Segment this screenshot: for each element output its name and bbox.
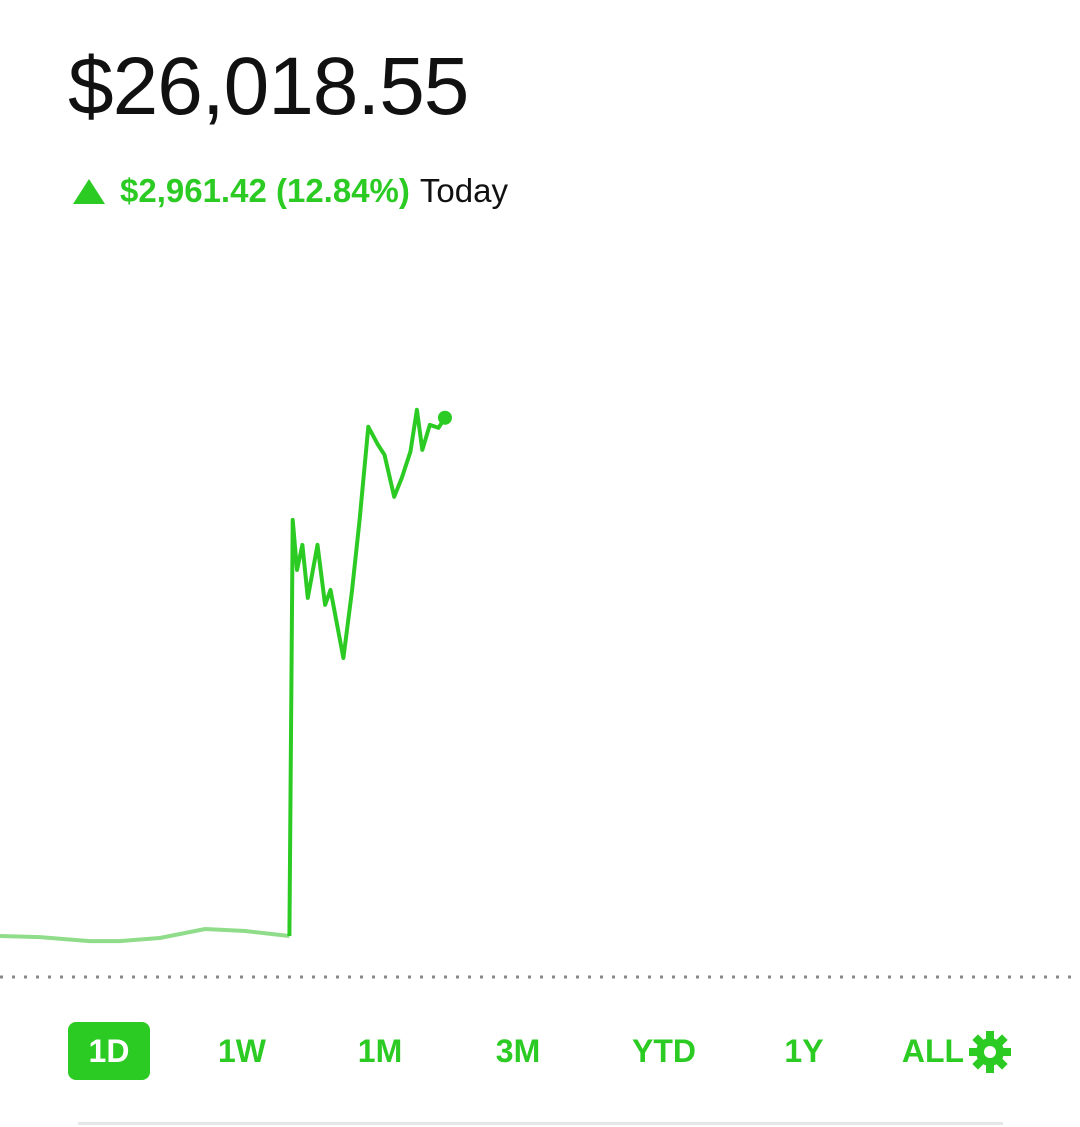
chart <box>0 407 1080 979</box>
up-arrow <box>73 179 105 204</box>
range-button[interactable]: 1M <box>357 1033 403 1069</box>
range-button[interactable]: ALL <box>901 1033 965 1069</box>
change-row: $2,961.42 (12.84%) Today <box>72 172 508 210</box>
settings-gear[interactable] <box>968 1030 1012 1074</box>
current-point <box>437 410 452 425</box>
range-selector: 1D 1W 1M 3M YTD 1Y ALL <box>0 1022 1080 1080</box>
range-button[interactable]: 1D <box>68 1022 150 1080</box>
range-button[interactable]: 3M <box>495 1033 541 1069</box>
divider <box>78 1122 1003 1125</box>
period: Today <box>419 172 508 209</box>
portfolio-value: $26,018.55 <box>68 41 469 132</box>
price-line <box>287 407 447 937</box>
change: $2,961.42 (12.84%) <box>120 172 410 209</box>
price-line <box>0 927 290 944</box>
range-button[interactable]: 1W <box>218 1033 266 1069</box>
range-button[interactable]: 1Y <box>784 1033 824 1069</box>
range-button[interactable]: YTD <box>632 1033 696 1069</box>
